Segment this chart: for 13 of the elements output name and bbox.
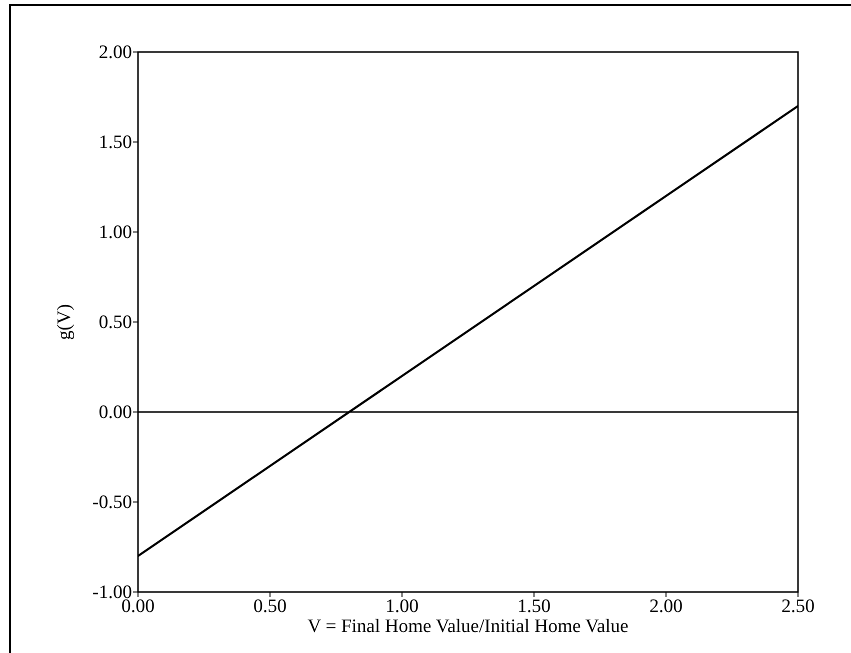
x-tick-label: 0.50 xyxy=(253,596,287,617)
x-axis-title: V = Final Home Value/Initial Home Value xyxy=(307,616,629,637)
y-tick-label: 1.50 xyxy=(98,132,132,153)
y-tick-label: 0.00 xyxy=(98,402,132,423)
y-tick-label: 0.50 xyxy=(98,312,132,333)
x-tick-label: 2.50 xyxy=(781,596,815,617)
y-tick-label: 2.00 xyxy=(98,42,132,63)
x-tick-label: 2.00 xyxy=(649,596,683,617)
x-tick-label: 1.50 xyxy=(517,596,551,617)
y-tick-label: -0.50 xyxy=(92,492,132,513)
x-tick-label: 1.00 xyxy=(385,596,419,617)
y-axis-title: g(V) xyxy=(54,304,75,340)
y-tick-label: 1.00 xyxy=(98,222,132,243)
